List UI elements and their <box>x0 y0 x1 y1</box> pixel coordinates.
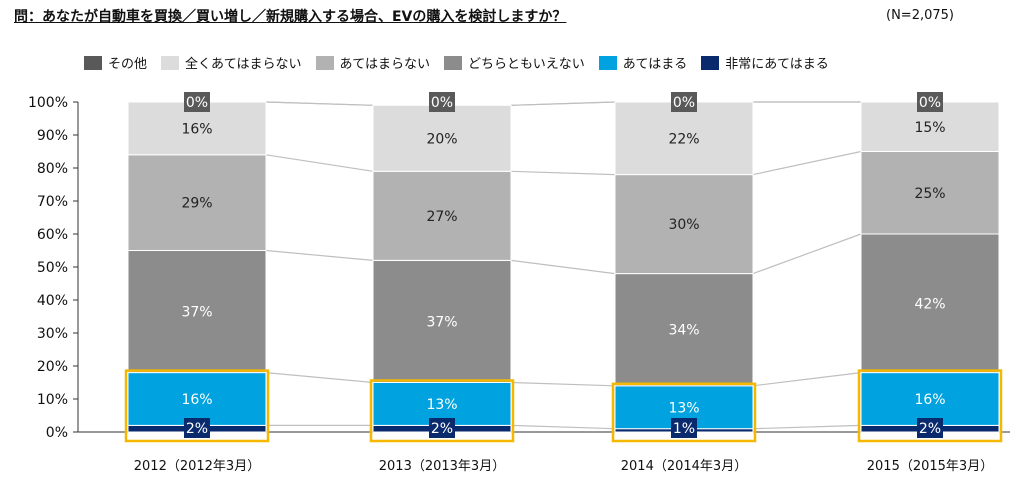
legend-swatch <box>84 55 102 70</box>
connector-line <box>752 424 862 430</box>
legend-swatch <box>161 55 180 70</box>
data-label: 16% <box>914 392 945 408</box>
connector-line <box>510 170 616 176</box>
x-tick-label: 2013（2013年3月） <box>379 459 505 474</box>
data-label: 0% <box>919 95 941 111</box>
connector-line <box>510 424 616 430</box>
connector-line <box>752 150 862 176</box>
legend-label: 全くあてはまらない <box>185 57 302 72</box>
data-label: 0% <box>186 95 208 111</box>
chart-title: 問：あなたが自動車を買換／買い増し／新規購入する場合、EVの購入を検討しますか？ <box>14 9 567 25</box>
data-label: 15% <box>914 120 945 136</box>
legend-swatch <box>701 55 720 70</box>
legend-item: その他 <box>84 53 147 72</box>
data-label: 2% <box>186 421 208 437</box>
legend-item: あてはまらない <box>315 53 430 72</box>
data-label: 2% <box>431 421 453 437</box>
data-label-box <box>429 92 455 112</box>
data-label: 25% <box>914 186 945 202</box>
data-label: 20% <box>426 131 457 147</box>
bar-segment <box>860 372 1000 426</box>
legend-label: あてはまらない <box>339 57 430 72</box>
data-label: 16% <box>181 121 212 137</box>
sample-size-note: (N=2,075) <box>886 8 954 23</box>
connector-line <box>752 233 862 275</box>
y-tick-label: 0% <box>46 425 68 441</box>
connector-line <box>265 372 374 384</box>
data-label: 2% <box>919 421 941 437</box>
data-label: 27% <box>426 209 457 225</box>
bar-segment <box>127 154 267 251</box>
bar-segment <box>372 170 512 261</box>
legend-swatch <box>443 55 462 70</box>
legend-item: どちらともいえない <box>443 53 585 72</box>
connector-lines <box>265 101 862 430</box>
data-label: 0% <box>673 95 695 111</box>
legend-label: あてはまる <box>622 57 688 72</box>
y-tick-label: 70% <box>37 194 68 210</box>
data-label: 37% <box>426 314 457 330</box>
legend: その他 全くあてはまらない あてはまらない どちらともいえない あてはまる 非常にあてはま… <box>84 53 843 72</box>
data-label-box <box>671 418 697 438</box>
legend-item: 非常にあてはまる <box>701 53 829 72</box>
y-tick-label: 20% <box>37 359 68 375</box>
highlight-box <box>611 382 757 443</box>
connector-line <box>265 249 374 261</box>
highlight-box <box>124 369 270 443</box>
data-label-box <box>429 418 455 438</box>
bar-segment <box>860 233 1000 374</box>
highlight-box <box>369 379 515 443</box>
connector-line <box>752 372 862 387</box>
connector-line <box>510 101 616 106</box>
data-label: 22% <box>668 131 699 147</box>
x-tick-label: 2015（2015年3月） <box>867 459 993 474</box>
y-tick-label: 30% <box>37 326 68 342</box>
connector-line <box>265 101 374 106</box>
y-tick-label: 80% <box>37 161 68 177</box>
legend-item: 全くあてはまらない <box>161 53 302 72</box>
legend-swatch <box>598 55 617 70</box>
data-label-box <box>184 92 210 112</box>
data-label: 1% <box>673 421 695 437</box>
bar-segment <box>614 273 754 387</box>
data-label-box <box>917 418 943 438</box>
y-tick-label: 40% <box>37 293 68 309</box>
y-tick-label: 10% <box>37 392 68 408</box>
legend-label: その他 <box>108 57 148 72</box>
data-label-box <box>917 92 943 112</box>
bar-segment <box>372 104 512 172</box>
legend-label: 非常にあてはまる <box>725 57 829 72</box>
data-label: 13% <box>426 397 457 413</box>
bar-segment <box>127 372 267 426</box>
legend-label: どちらともいえない <box>467 57 585 72</box>
y-tick-label: 100% <box>28 95 68 111</box>
connector-line <box>510 381 616 387</box>
x-tick-label: 2012（2012年3月） <box>134 459 260 474</box>
connector-line <box>510 259 616 275</box>
data-label: 34% <box>668 323 699 339</box>
connector-line <box>265 154 374 172</box>
data-label: 29% <box>181 196 212 212</box>
highlight-box <box>857 369 1003 443</box>
data-label: 37% <box>181 305 212 321</box>
y-tick-label: 90% <box>37 128 68 144</box>
bar-segment <box>614 174 754 275</box>
legend-swatch <box>315 55 334 70</box>
bar-segment <box>860 151 1000 235</box>
x-tick-label: 2014（2014年3月） <box>621 459 747 474</box>
bar-segment <box>372 259 512 383</box>
data-label-box <box>671 92 697 112</box>
data-label: 42% <box>914 296 945 312</box>
bar-segment <box>614 101 754 176</box>
data-label-box <box>184 418 210 438</box>
legend-item: あてはまる <box>598 53 688 72</box>
data-label: 16% <box>181 392 212 408</box>
bar-segment <box>127 250 267 374</box>
data-label: 0% <box>431 95 453 111</box>
data-label: 13% <box>668 400 699 416</box>
y-tick-label: 60% <box>37 227 68 243</box>
y-tick-label: 50% <box>37 260 68 276</box>
data-label: 30% <box>668 217 699 233</box>
